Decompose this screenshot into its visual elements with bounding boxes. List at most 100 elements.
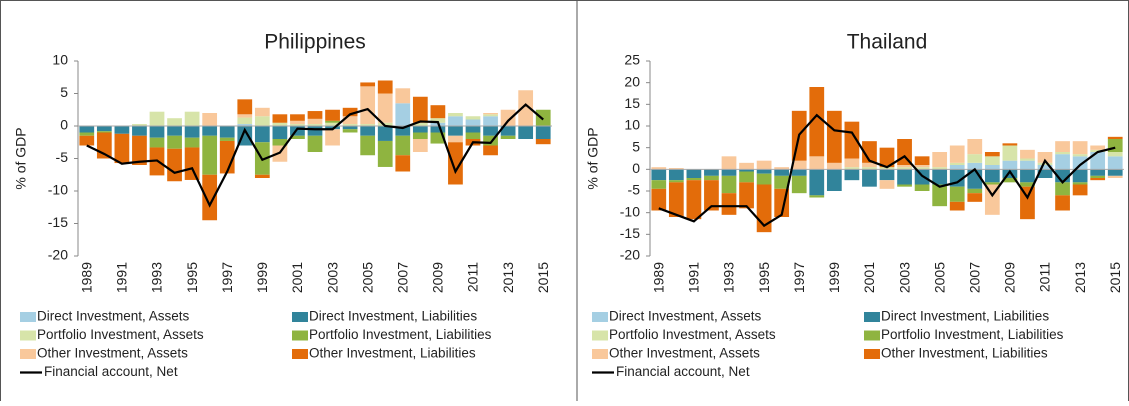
bar (949, 201, 965, 211)
legend-label: Portfolio Investment, Assets (609, 327, 776, 342)
x-tick-label: 1997 (791, 262, 807, 293)
bar (949, 186, 965, 202)
bar (791, 175, 807, 194)
bar (1020, 149, 1035, 159)
bar (1072, 141, 1088, 155)
y-tick-label: -20 (620, 247, 640, 263)
bar (483, 113, 498, 115)
bar (739, 182, 754, 209)
bar (483, 114, 498, 117)
bar (518, 126, 534, 139)
bar (342, 116, 358, 125)
bar (342, 107, 358, 117)
y-tick-label: 15 (624, 95, 640, 111)
legend-swatch (292, 312, 308, 322)
legend-label: Other Investment, Assets (609, 346, 760, 361)
x-tick-label: 2005 (359, 262, 375, 293)
bar (932, 167, 948, 170)
legend-label: Direct Investment, Liabilities (881, 309, 1049, 324)
bar (465, 126, 481, 133)
bar (651, 188, 667, 211)
y-tick-label: 10 (52, 52, 68, 68)
bar (879, 147, 895, 168)
bar (791, 169, 807, 176)
bar (132, 135, 147, 165)
bar (914, 156, 930, 165)
bar (721, 193, 737, 215)
bar (809, 87, 825, 157)
bar (202, 113, 218, 126)
bar (325, 109, 340, 121)
bar (307, 124, 323, 126)
bar (448, 116, 463, 126)
y-tick-label: -15 (48, 214, 68, 230)
bar (1107, 169, 1123, 176)
bar (809, 169, 825, 196)
net-line (658, 113, 1116, 228)
bar (535, 126, 551, 139)
bar (1090, 152, 1106, 170)
bar (96, 126, 112, 132)
bar (984, 156, 1000, 165)
bar (756, 169, 772, 174)
bar (79, 132, 95, 136)
bar (500, 126, 516, 136)
bar (1090, 175, 1106, 178)
bar (342, 129, 358, 133)
bar (448, 142, 463, 185)
y-tick-label: 5 (60, 84, 68, 100)
bar (862, 169, 877, 187)
bar (167, 148, 182, 182)
y-tick-label: -15 (620, 225, 640, 241)
bar (272, 139, 288, 146)
bar (1037, 169, 1053, 178)
bar (184, 137, 200, 148)
x-tick-label: 2013 (1072, 262, 1088, 293)
bar (219, 126, 235, 138)
bar (377, 122, 393, 126)
bar (914, 165, 930, 168)
bar (1002, 145, 1018, 161)
bar (342, 124, 358, 126)
bar (1072, 154, 1088, 157)
bar (914, 184, 930, 191)
bar (809, 195, 825, 198)
x-tick-label: 1991 (114, 262, 130, 293)
bar (1020, 158, 1035, 161)
bar (535, 109, 551, 126)
y-tick-label: -5 (628, 182, 641, 198)
bar (791, 160, 807, 170)
chart-title: Thailand (847, 31, 928, 54)
bar (290, 126, 305, 136)
y-tick-label: 0 (632, 160, 640, 176)
bar (360, 82, 376, 87)
bar (1020, 186, 1035, 220)
bar (651, 167, 667, 170)
x-tick-label: 2007 (966, 262, 982, 293)
bar (79, 135, 95, 146)
bar (704, 169, 719, 176)
bar (1090, 178, 1106, 181)
bar (395, 103, 411, 126)
bar (721, 169, 737, 176)
legend-swatch (864, 330, 880, 341)
bar (167, 118, 182, 126)
bar (1037, 162, 1053, 165)
bar (897, 169, 912, 185)
bar (1002, 160, 1018, 170)
bar (826, 162, 842, 170)
bar (448, 113, 463, 117)
x-tick-label: 1991 (686, 262, 702, 293)
x-tick-label: 2015 (1107, 262, 1123, 293)
bar (1055, 152, 1070, 155)
bar (395, 126, 411, 136)
net-line (86, 103, 544, 208)
bar (412, 126, 428, 133)
legend-swatch (20, 330, 36, 341)
bar (202, 126, 218, 136)
bar (132, 124, 147, 126)
bar (984, 152, 1000, 157)
bar (1107, 152, 1123, 157)
legend-label: Portfolio Investment, Liabilities (309, 327, 492, 342)
